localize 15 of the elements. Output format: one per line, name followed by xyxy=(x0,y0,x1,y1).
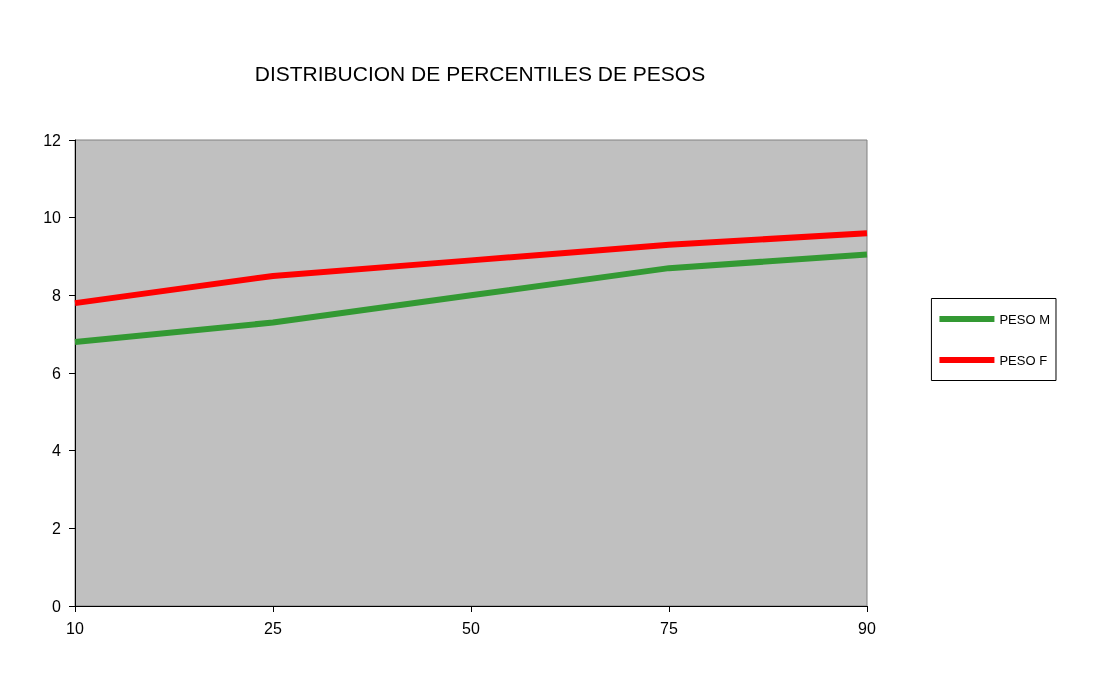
x-tick-label: 90 xyxy=(858,619,876,637)
y-tick-label: 6 xyxy=(52,364,62,382)
x-tick-label: 75 xyxy=(660,619,678,637)
y-tick-label: 12 xyxy=(43,131,62,149)
legend-label: PESO M xyxy=(999,311,1051,327)
y-tick-label: 0 xyxy=(52,597,62,615)
x-tick-label: 10 xyxy=(66,619,84,637)
y-tick-label: 10 xyxy=(43,209,62,227)
y-tick-label: 2 xyxy=(52,519,62,537)
legend-label: PESO F xyxy=(999,352,1048,368)
y-tick-label: 8 xyxy=(52,286,62,304)
y-tick-label: 4 xyxy=(52,442,62,460)
x-tick-label: 25 xyxy=(264,619,282,637)
chart-title: DISTRIBUCION DE PERCENTILES DE PESOS xyxy=(254,62,706,85)
x-tick-label: 50 xyxy=(462,619,480,637)
